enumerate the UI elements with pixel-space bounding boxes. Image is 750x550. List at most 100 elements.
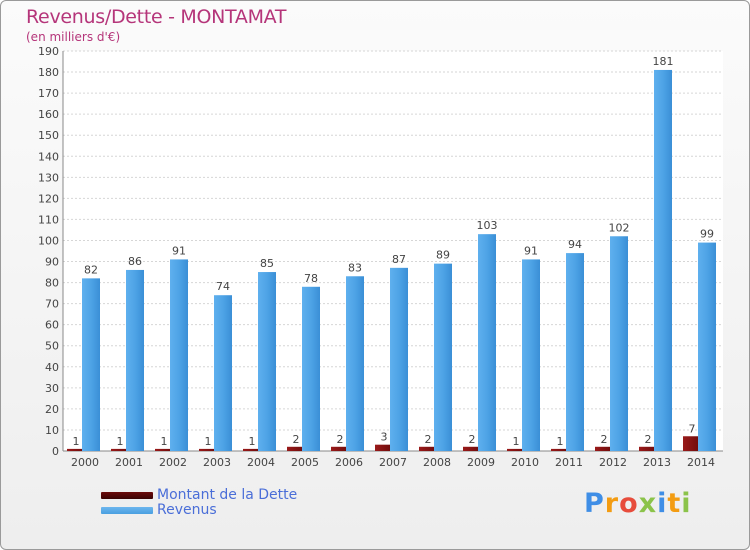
bar-revenue bbox=[302, 286, 320, 451]
bar-revenue bbox=[170, 259, 188, 451]
y-tick-label: 170 bbox=[38, 87, 59, 100]
bar-debt bbox=[243, 448, 261, 451]
bar-debt bbox=[111, 448, 129, 451]
data-label-debt: 1 bbox=[73, 435, 80, 448]
data-label-revenue: 82 bbox=[84, 263, 98, 276]
data-label-revenue: 91 bbox=[524, 244, 538, 257]
x-tick-label: 2001 bbox=[115, 456, 143, 469]
chart-title: Revenus/Dette - MONTAMAT bbox=[26, 6, 287, 28]
data-label-debt: 2 bbox=[645, 433, 652, 446]
data-label-debt: 2 bbox=[337, 433, 344, 446]
data-label-debt: 1 bbox=[205, 435, 212, 448]
y-tick-label: 30 bbox=[45, 382, 59, 395]
data-label-debt: 2 bbox=[293, 433, 300, 446]
y-tick-label: 10 bbox=[45, 424, 59, 437]
data-label-debt: 2 bbox=[601, 433, 608, 446]
data-label-debt: 1 bbox=[161, 435, 168, 448]
legend-swatch-revenue bbox=[101, 507, 153, 514]
data-label-debt: 1 bbox=[513, 435, 520, 448]
bar-revenue bbox=[390, 267, 408, 451]
legend-label-debt: Montant de la Dette bbox=[157, 487, 298, 503]
bar-debt bbox=[683, 436, 701, 451]
data-label-revenue: 94 bbox=[568, 238, 582, 251]
bar-debt bbox=[331, 446, 349, 451]
logo-letter: o bbox=[619, 488, 639, 519]
logo-letter: t bbox=[667, 488, 682, 519]
bar-debt bbox=[155, 448, 173, 451]
bar-revenue bbox=[566, 253, 584, 451]
data-label-debt: 7 bbox=[689, 422, 696, 435]
y-tick-label: 190 bbox=[38, 45, 59, 58]
data-label-revenue: 85 bbox=[260, 257, 274, 270]
x-tick-label: 2007 bbox=[379, 456, 407, 469]
y-tick-label: 50 bbox=[45, 340, 59, 353]
x-tick-label: 2008 bbox=[423, 456, 451, 469]
bar-debt bbox=[287, 446, 305, 451]
legend-item-debt: Montant de la Dette bbox=[101, 488, 297, 503]
bar-revenue bbox=[82, 278, 100, 451]
y-tick-label: 60 bbox=[45, 319, 59, 332]
data-label-debt: 2 bbox=[469, 433, 476, 446]
bar-revenue bbox=[434, 263, 452, 451]
y-tick-label: 100 bbox=[38, 234, 59, 247]
chart-subtitle: (en milliers d'€) bbox=[26, 30, 121, 44]
logo-letter: x bbox=[638, 488, 658, 519]
bar-debt bbox=[419, 446, 437, 451]
data-label-revenue: 87 bbox=[392, 253, 406, 266]
data-label-debt: 1 bbox=[557, 435, 564, 448]
bar-revenue bbox=[258, 272, 276, 451]
x-tick-label: 2013 bbox=[643, 456, 671, 469]
data-label-revenue: 103 bbox=[477, 219, 498, 232]
bar-revenue bbox=[346, 276, 364, 451]
data-label-debt: 1 bbox=[117, 435, 124, 448]
x-tick-label: 2006 bbox=[335, 456, 363, 469]
data-label-revenue: 78 bbox=[304, 272, 318, 285]
data-label-revenue: 74 bbox=[216, 280, 230, 293]
y-tick-label: 110 bbox=[38, 213, 59, 226]
data-label-revenue: 102 bbox=[609, 221, 630, 234]
y-tick-label: 40 bbox=[45, 361, 59, 374]
x-tick-label: 2011 bbox=[555, 456, 583, 469]
y-tick-label: 20 bbox=[45, 403, 59, 416]
x-tick-label: 2010 bbox=[511, 456, 539, 469]
legend-label-revenue: Revenus bbox=[157, 502, 217, 518]
y-tick-label: 120 bbox=[38, 192, 59, 205]
legend: Montant de la Dette Revenus bbox=[101, 488, 297, 518]
data-label-revenue: 99 bbox=[700, 228, 714, 241]
y-tick-label: 80 bbox=[45, 277, 59, 290]
x-tick-label: 2012 bbox=[599, 456, 627, 469]
data-label-debt: 1 bbox=[249, 435, 256, 448]
x-tick-label: 2003 bbox=[203, 456, 231, 469]
bar-debt bbox=[67, 448, 85, 451]
bar-revenue bbox=[126, 269, 144, 451]
bar-revenue bbox=[654, 69, 672, 452]
data-label-debt: 2 bbox=[425, 433, 432, 446]
y-tick-label: 150 bbox=[38, 129, 59, 142]
data-label-revenue: 89 bbox=[436, 249, 450, 262]
bar-debt bbox=[199, 448, 217, 451]
x-tick-label: 2000 bbox=[71, 456, 99, 469]
logo-letter: P bbox=[584, 488, 605, 519]
legend-item-revenue: Revenus bbox=[101, 503, 297, 518]
proxiti-logo: Proxiti bbox=[584, 488, 692, 519]
x-tick-label: 2002 bbox=[159, 456, 187, 469]
bar-debt bbox=[463, 446, 481, 451]
x-tick-label: 2005 bbox=[291, 456, 319, 469]
logo-letter: i bbox=[681, 488, 692, 519]
logo-letter: r bbox=[604, 488, 620, 519]
y-tick-label: 140 bbox=[38, 150, 59, 163]
x-tick-label: 2004 bbox=[247, 456, 275, 469]
data-label-revenue: 181 bbox=[653, 55, 674, 68]
legend-swatch-debt bbox=[101, 492, 153, 499]
y-tick-label: 0 bbox=[52, 445, 59, 458]
data-label-debt: 3 bbox=[381, 431, 388, 444]
y-tick-label: 180 bbox=[38, 66, 59, 79]
bar-debt bbox=[595, 446, 613, 451]
logo-letter: i bbox=[657, 488, 668, 519]
data-label-revenue: 91 bbox=[172, 244, 186, 257]
y-tick-label: 130 bbox=[38, 171, 59, 184]
bar-debt bbox=[375, 444, 393, 451]
y-tick-label: 90 bbox=[45, 256, 59, 269]
